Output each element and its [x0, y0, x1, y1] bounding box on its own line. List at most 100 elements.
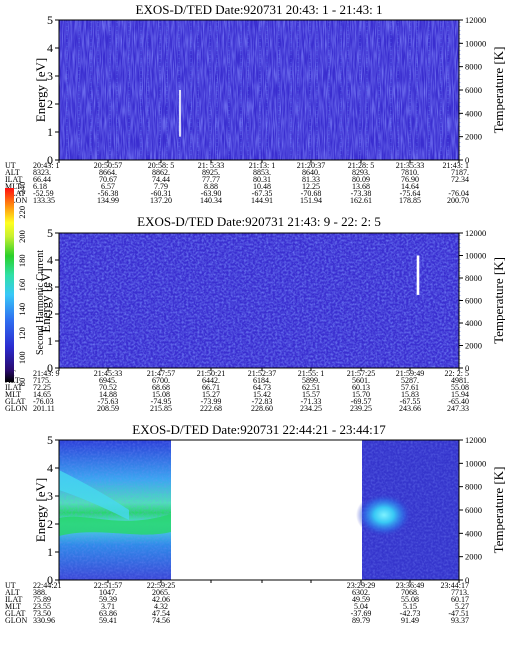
y-tick-label: 2 — [47, 307, 53, 321]
orbit-cell: 21:13: 1 — [249, 161, 275, 170]
y2-tick-label: 0 — [465, 363, 469, 373]
orbit-row-label: GLAT — [5, 189, 26, 198]
orbit-row-label: GLON — [5, 196, 27, 205]
orbit-cell: 23:29:29 — [347, 581, 375, 590]
y-tick-label: 1 — [47, 545, 53, 559]
y-axis-label: Energy [eV] — [33, 58, 48, 122]
orbit-cell: 8640. — [302, 168, 320, 177]
orbit-cell: -65.40 — [448, 397, 469, 406]
colorbar-tick-label: 140 — [17, 303, 27, 316]
orbit-cell: 6302. — [352, 588, 370, 597]
y-tick-label: 3 — [47, 489, 53, 503]
orbit-cell: 7810. — [401, 168, 419, 177]
colorbar-tick-label: 200 — [17, 230, 27, 243]
orbit-cell: 21:35:33 — [396, 161, 424, 170]
orbit-cell: 5.27 — [455, 602, 469, 611]
orbit-cell: -67.55 — [400, 397, 421, 406]
y2-tick-label: 6000 — [465, 85, 482, 95]
orbit-cell: 144.91 — [251, 196, 273, 205]
orbit-cell: 12.25 — [302, 182, 320, 191]
orbit-cell: 75.89 — [33, 595, 51, 604]
orbit-cell: 4981. — [451, 376, 469, 385]
y-axis-label: Energy [eV] — [33, 478, 48, 542]
orbit-cell: 23:44:17 — [441, 581, 469, 590]
enhancement-band — [59, 514, 171, 536]
orbit-cell: 62.51 — [302, 383, 320, 392]
orbit-cell: 5287. — [401, 376, 419, 385]
orbit-cell: 5.15 — [403, 602, 417, 611]
orbit-cell: 47.54 — [152, 609, 170, 618]
orbit-cell: 239.25 — [350, 404, 372, 413]
orbit-cell: 5.04 — [354, 602, 368, 611]
y2-tick-label: 8000 — [465, 482, 482, 492]
orbit-cell: 21:28: 5 — [348, 161, 374, 170]
orbit-cell: 60.17 — [451, 595, 469, 604]
orbit-row-label: GLAT — [5, 609, 26, 618]
orbit-cell: 57.61 — [401, 383, 419, 392]
y2-tick-label: 10000 — [465, 458, 486, 468]
orbit-cell: 10.48 — [253, 182, 271, 191]
colorbar-tick-label: 80 — [17, 378, 27, 387]
y-tick-label: 5 — [47, 433, 53, 447]
orbit-cell: 14.64 — [401, 182, 419, 191]
orbit-cell: 21:55: 1 — [298, 369, 324, 378]
orbit-cell: 6.57 — [101, 182, 115, 191]
colorbar: 80 100 120 140 160 180 200 220 240 Second Harmon… — [5, 182, 46, 387]
enhancement-blob — [356, 493, 412, 537]
orbit-cell: 72.25 — [33, 383, 51, 392]
orbit-cell: 73.50 — [33, 609, 51, 618]
orbit-row-label: ILAT — [5, 595, 22, 604]
orbit-cell: -60.31 — [151, 189, 172, 198]
orbit-cell: 68.68 — [152, 383, 170, 392]
orbit-cell: 70.67 — [99, 175, 117, 184]
spectrogram-texture — [59, 233, 459, 368]
orbit-cell: 59.41 — [99, 616, 117, 625]
orbit-cell: 77.77 — [202, 175, 220, 184]
orbit-cell: -74.95 — [151, 397, 172, 406]
low-energy-band — [59, 470, 129, 520]
orbit-cell: 201.11 — [33, 404, 55, 413]
orbit-cell: 81.33 — [302, 175, 320, 184]
y2-tick-label: 10000 — [465, 38, 486, 48]
orbit-cell: 21: 5:33 — [198, 161, 224, 170]
y-tick-label: 4 — [47, 41, 53, 55]
orbit-cell: -37.69 — [351, 609, 372, 618]
panel-1: EXOS-D/TED Date:920731 20:43: 1 - 21:43:… — [5, 2, 505, 205]
orbit-cell: -52.59 — [33, 189, 54, 198]
orbit-cell: 1047. — [99, 588, 117, 597]
y2-tick-label: 10000 — [465, 251, 486, 261]
orbit-cell: 23.55 — [33, 602, 51, 611]
orbit-cell: 6442. — [202, 376, 220, 385]
colorbar-tick-label: 120 — [17, 327, 27, 340]
orbit-cell: 137.20 — [150, 196, 172, 205]
orbit-cell: 20:58: 5 — [148, 161, 174, 170]
orbit-cell: 74.44 — [152, 175, 170, 184]
y-tick-label: 0 — [47, 153, 53, 167]
orbit-cell: 200.70 — [447, 196, 469, 205]
y-tick-label: 0 — [47, 573, 53, 587]
y2-tick-label: 12000 — [465, 15, 486, 25]
y2-tick-label: 6000 — [465, 505, 482, 515]
orbit-cell: 49.59 — [352, 595, 370, 604]
orbit-cell: 3.71 — [101, 602, 115, 611]
y2-tick-label: 8000 — [465, 62, 482, 72]
colorbar-tick-label: 180 — [17, 254, 27, 267]
orbit-cell: 6945. — [99, 376, 117, 385]
orbit-cell: 330.96 — [33, 616, 55, 625]
orbit-cell: 70.52 — [99, 383, 117, 392]
orbit-cell: 15.94 — [451, 390, 469, 399]
orbit-cell: 60.13 — [352, 383, 370, 392]
colorbar-gradient — [5, 188, 14, 382]
y2-tick-label: 2000 — [465, 132, 482, 142]
orbit-cell: -75.63 — [98, 397, 119, 406]
orbit-cell: 14.65 — [33, 390, 51, 399]
orbit-cell: 21:57:25 — [347, 369, 375, 378]
orbit-cell: 21:20:37 — [297, 161, 325, 170]
orbit-cell: 222.68 — [200, 404, 222, 413]
y2-tick-label: 6000 — [465, 296, 482, 306]
orbit-cell: 8664. — [99, 168, 117, 177]
orbit-cell: 20:43: 1 — [33, 161, 59, 170]
y2-tick-label: 8000 — [465, 273, 482, 283]
orbit-cell: 5601. — [352, 376, 370, 385]
orbit-cell: 4.32 — [154, 602, 168, 611]
